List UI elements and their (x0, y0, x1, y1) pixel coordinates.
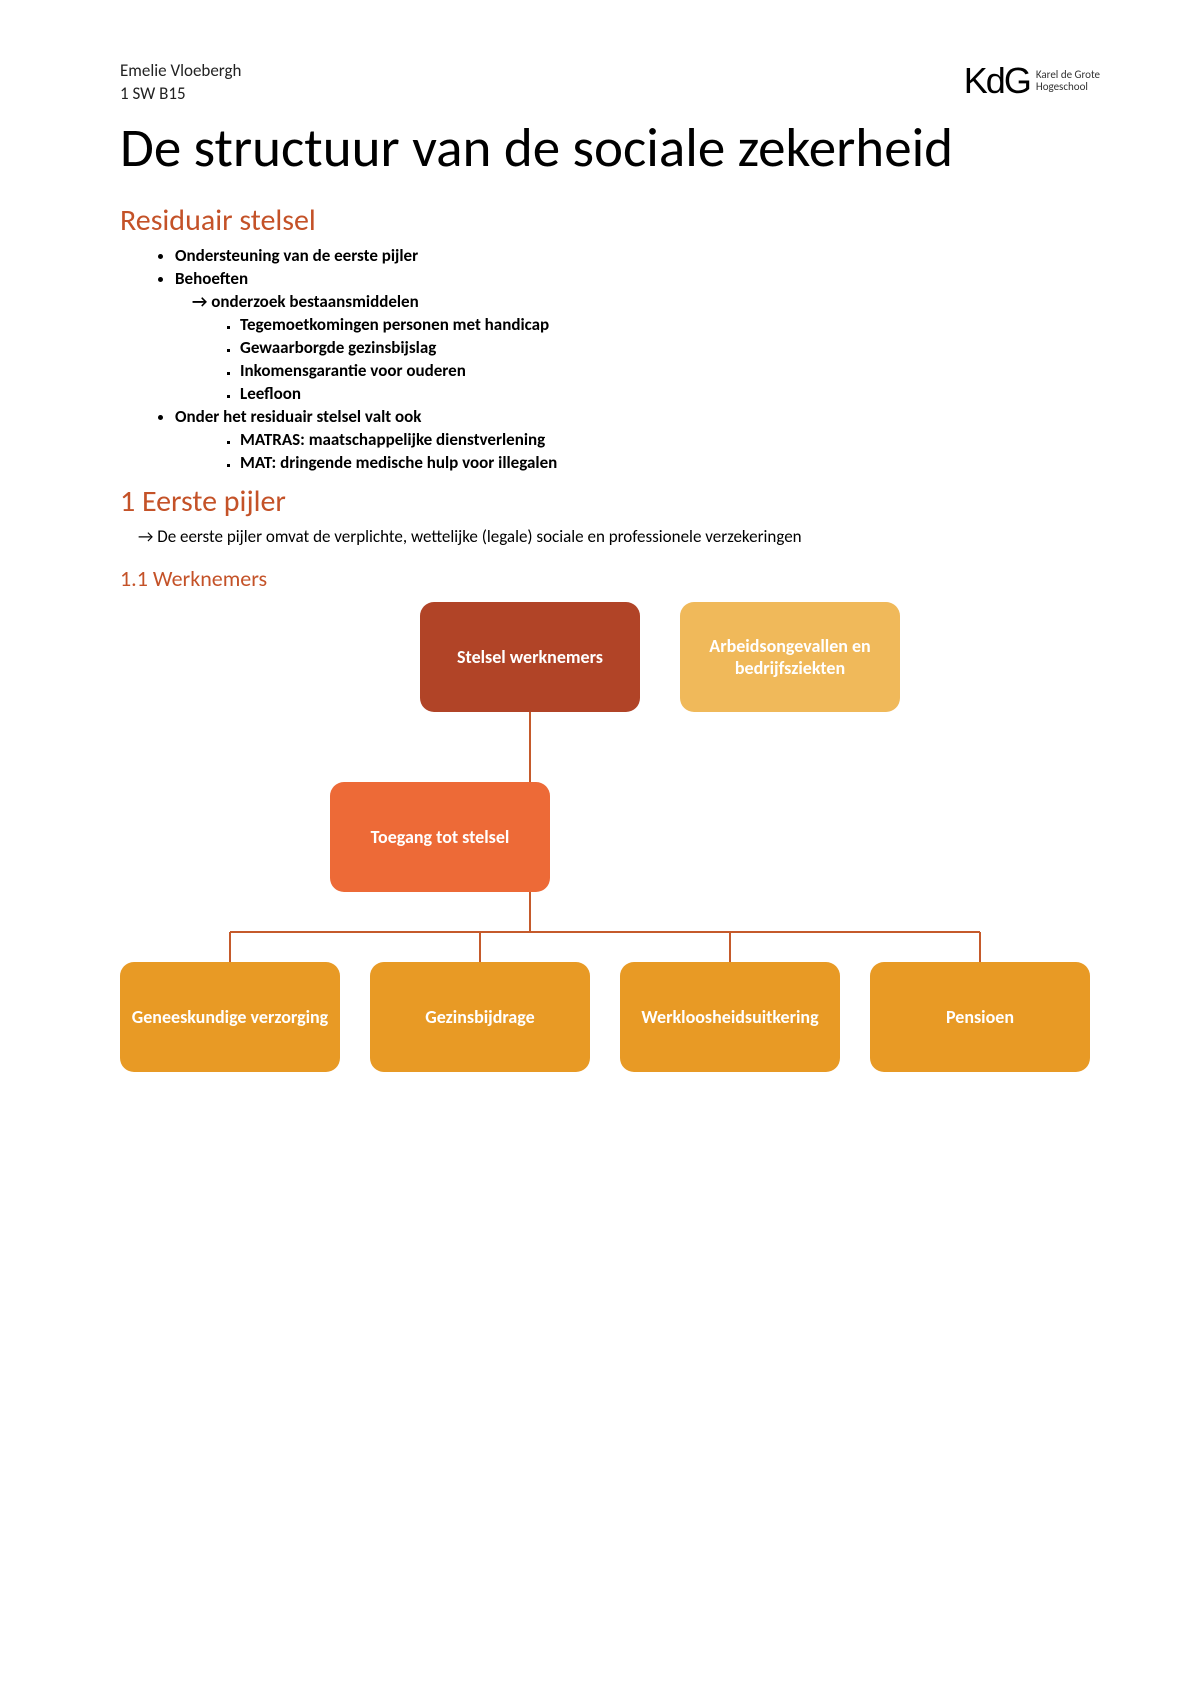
chart-node-c3: Werkloosheidsuitkering (620, 962, 840, 1072)
org-chart: Stelsel werknemers Arbeidsongevallen en b… (120, 602, 1100, 1082)
logo-subtext: Karel de Grote Hogeschool (1036, 69, 1100, 93)
list-item: Inkomensgarantie voor ouderen (240, 360, 1100, 381)
chart-node-c4: Pensioen (870, 962, 1090, 1072)
page-header: Emelie Vloebergh 1 SW B15 KdG Karel de G… (120, 60, 1100, 106)
list-item: MATRAS: maatschappelijke dienstverlening (240, 429, 1100, 450)
chart-node-root: Stelsel werknemers (420, 602, 640, 712)
author-name: Emelie Vloebergh (120, 60, 241, 83)
chart-node-mid: Toegang tot stelsel (330, 782, 550, 892)
square-list-a1: Tegemoetkomingen personen met handicap G… (240, 314, 1100, 404)
author-block: Emelie Vloebergh 1 SW B15 (120, 60, 241, 106)
bullet-item: Ondersteuning van de eerste pijler (175, 245, 1100, 266)
pijler-desc: → De eerste pijler omvat de verplichte, … (138, 526, 1100, 547)
bullet-item: Onder het residuair stelsel valt ook (175, 406, 1100, 427)
bullet-list-a2: Onder het residuair stelsel valt ook (175, 406, 1100, 427)
page-title: De structuur van de sociale zekerheid (120, 118, 1100, 179)
kdg-logo: KdG Karel de Grote Hogeschool (964, 60, 1100, 102)
list-item: Leefloon (240, 383, 1100, 404)
list-item: Tegemoetkomingen personen met handicap (240, 314, 1100, 335)
chart-node-c2: Gezinsbijdrage (370, 962, 590, 1072)
arrow-line: → onderzoek bestaansmiddelen (192, 291, 1100, 312)
heading-eerste-pijler: 1 Eerste pijler (120, 483, 1100, 520)
heading-werknemers: 1.1 Werknemers (120, 565, 1100, 592)
square-list-a2: MATRAS: maatschappelijke dienstverlening… (240, 429, 1100, 473)
chart-node-c1: Geneeskundige verzorging (120, 962, 340, 1072)
heading-residuair: Residuair stelsel (120, 202, 1100, 239)
list-item: MAT: dringende medische hulp voor illega… (240, 452, 1100, 473)
logo-text: KdG (964, 60, 1030, 102)
bullet-list-a: Ondersteuning van de eerste pijler Behoe… (175, 245, 1100, 289)
chart-node-side: Arbeidsongevallen en bedrijfsziekten (680, 602, 900, 712)
bullet-item: Behoeften (175, 268, 1100, 289)
list-item: Gewaarborgde gezinsbijslag (240, 337, 1100, 358)
author-class: 1 SW B15 (120, 83, 241, 106)
